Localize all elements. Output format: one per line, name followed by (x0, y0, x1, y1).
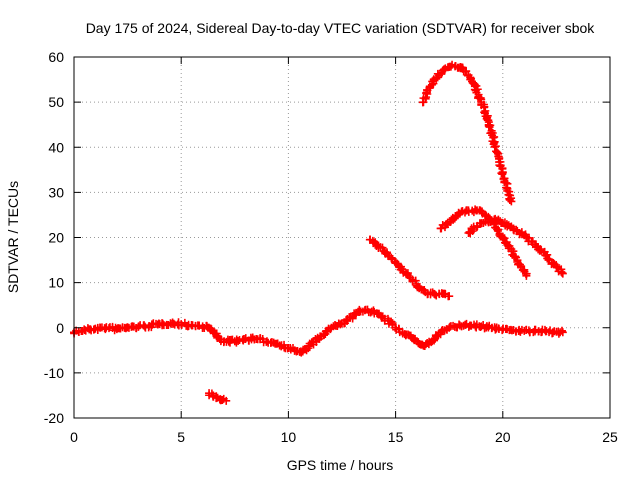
data-point (490, 142, 499, 151)
data-point (449, 321, 458, 330)
data-point (553, 263, 562, 272)
y-tick-label: -10 (44, 365, 64, 381)
y-tick-label: 0 (56, 320, 64, 336)
data-point (558, 269, 567, 278)
x-tick-labels: 0 5 10 15 20 25 (70, 429, 618, 445)
data-point (498, 170, 507, 179)
x-tick-label: 5 (177, 429, 185, 445)
x-tick-label: 0 (70, 429, 78, 445)
data-point (557, 326, 566, 335)
series-baseline-near-zero (70, 305, 567, 357)
data-point (505, 195, 514, 204)
x-tick-label: 25 (602, 429, 618, 445)
data-point (512, 225, 521, 234)
plot-frame (73, 56, 611, 419)
series-negative-outlier (205, 389, 231, 405)
y-tick-label: 30 (48, 184, 64, 200)
x-tick-label: 20 (495, 429, 511, 445)
data-points (70, 60, 567, 405)
data-point (222, 396, 231, 405)
data-point (451, 212, 460, 221)
series-cluster-around-14-15-h (365, 235, 454, 301)
y-tick-labels: -20 -10 0 10 20 30 40 50 60 (44, 49, 64, 426)
y-tick-label: 60 (48, 49, 64, 65)
data-point (336, 320, 345, 329)
y-tick-label: -20 (44, 410, 64, 426)
x-tick-label: 10 (281, 429, 297, 445)
grid-lines (74, 57, 610, 418)
data-point (522, 271, 531, 280)
data-point (475, 94, 484, 103)
data-point (262, 337, 271, 346)
data-point (445, 292, 454, 301)
y-tick-label: 40 (48, 139, 64, 155)
y-axis-label: SDTVAR / TECUs (5, 181, 21, 293)
data-point (557, 267, 566, 276)
x-axis-label: GPS time / hours (287, 457, 394, 473)
data-point (507, 197, 516, 206)
series-arc-b (464, 214, 567, 278)
y-tick-label: 10 (48, 275, 64, 291)
series-peak-arc-near-17-18-h (418, 60, 516, 206)
x-tick-label: 15 (388, 429, 404, 445)
data-point (558, 328, 567, 337)
chart-title: Day 175 of 2024, Sidereal Day-to-day VTE… (86, 20, 596, 36)
data-point (218, 395, 227, 404)
series-arc-a (436, 205, 531, 280)
y-tick-label: 20 (48, 230, 64, 246)
data-point (158, 319, 167, 328)
data-point (493, 148, 502, 157)
y-tick-label: 50 (48, 94, 64, 110)
